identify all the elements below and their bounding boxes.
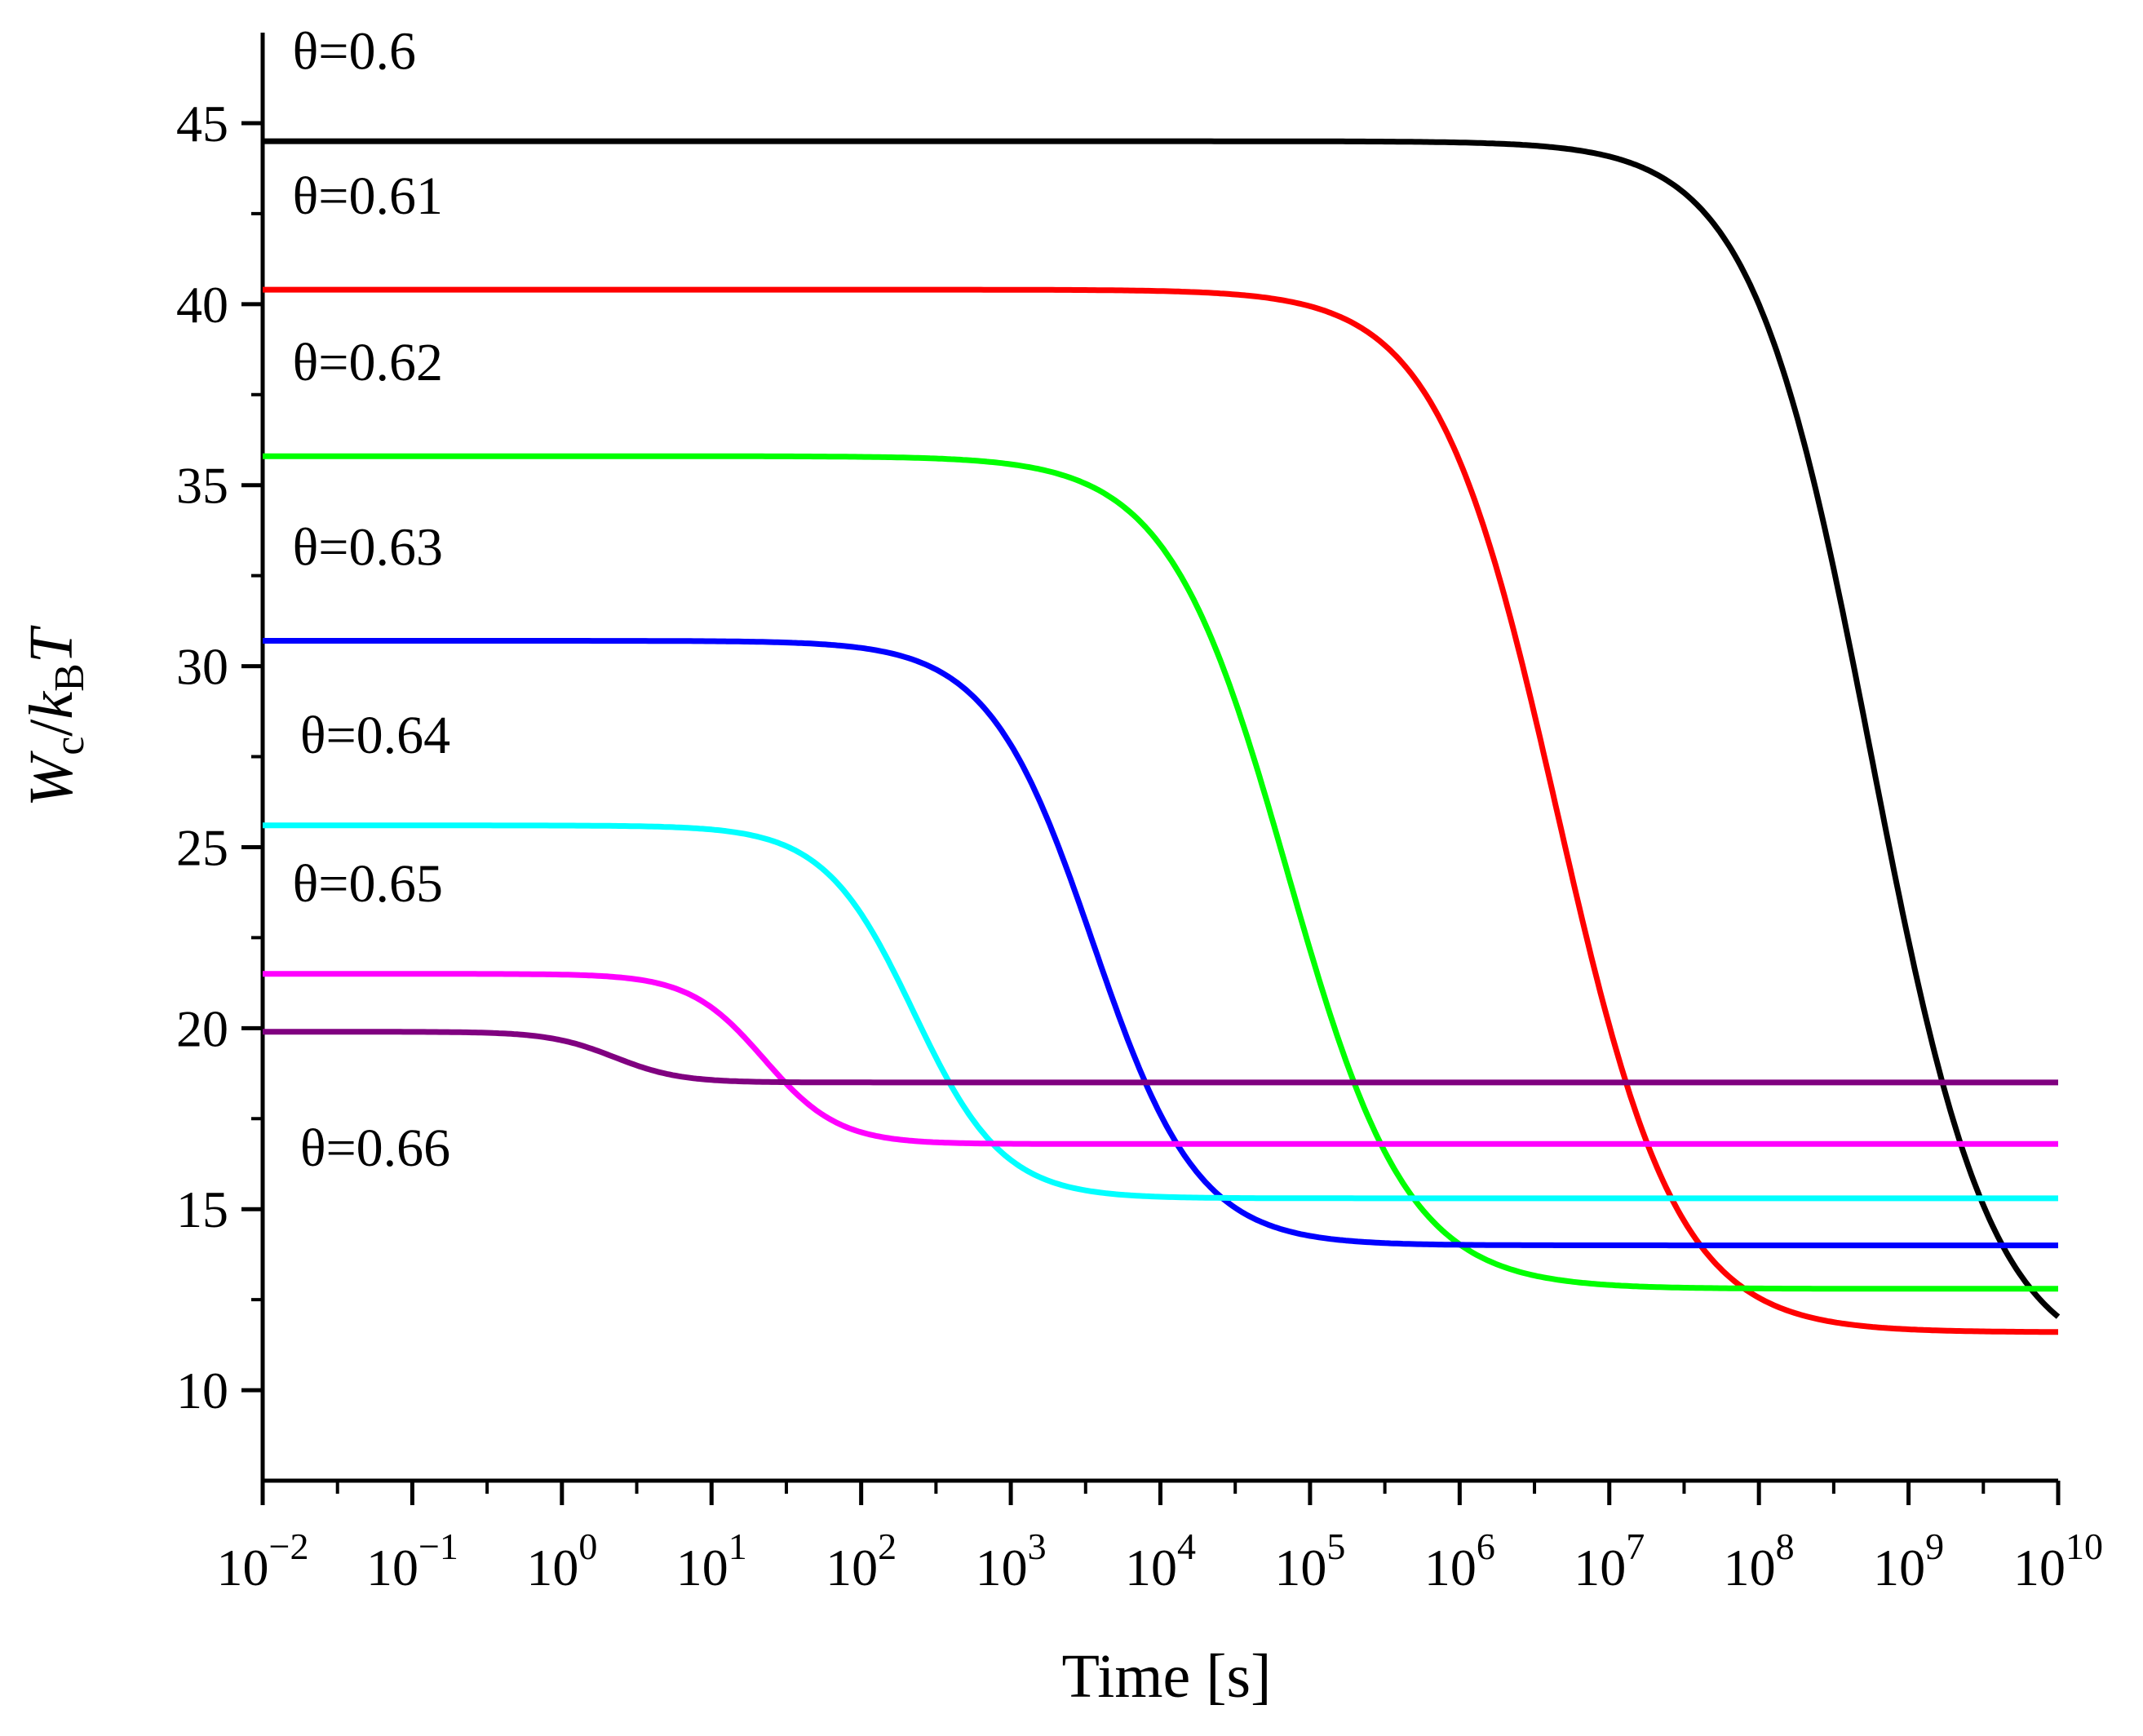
y-axis-title-w: W: [17, 750, 86, 807]
x-axis-title: Time [s]: [1062, 1642, 1272, 1711]
x-tick-exp: 6: [1477, 1526, 1495, 1567]
y-tick-label: 40: [176, 276, 228, 334]
x-tick-label: 100: [526, 1526, 597, 1596]
y-tick-label: 30: [176, 638, 228, 696]
y-axis-title-t: T: [17, 625, 86, 663]
y-tick-label: 25: [176, 818, 228, 876]
x-tick-label: 101: [676, 1526, 747, 1596]
y-tick-label: 35: [176, 457, 228, 515]
x-tick-label: 1010: [2013, 1526, 2103, 1596]
x-tick-base: 10: [1125, 1539, 1177, 1596]
series-layer: [263, 138, 2061, 1335]
x-tick-exp: −2: [269, 1526, 309, 1567]
series-line: [263, 638, 2058, 1249]
x-tick-exp: −1: [418, 1526, 458, 1567]
x-tick-base: 10: [526, 1539, 578, 1596]
series-line: [263, 453, 2058, 1292]
y-axis-title: Wc/kBT: [17, 625, 93, 807]
x-tick-base: 10: [1873, 1539, 1925, 1596]
x-tick-label: 104: [1125, 1526, 1196, 1596]
x-tick-label: 108: [1724, 1526, 1795, 1596]
series-line: [263, 971, 2058, 1147]
x-tick-base: 10: [366, 1539, 418, 1596]
x-tick-base: 10: [2013, 1539, 2066, 1596]
x-tick-exp: 4: [1177, 1526, 1196, 1567]
x-tick-exp: 8: [1776, 1526, 1795, 1567]
series-label: θ=0.66: [300, 1118, 450, 1178]
x-tick-label: 106: [1424, 1526, 1495, 1596]
x-tick-exp: 10: [2066, 1526, 2103, 1567]
x-tick-label: 105: [1274, 1526, 1345, 1596]
series-label: θ=0.65: [293, 854, 443, 914]
series-line: [263, 138, 2061, 1319]
y-axis-title-k-sub: B: [46, 663, 93, 692]
x-tick-exp: 5: [1326, 1526, 1345, 1567]
label-layer: θ=0.6 θ=0.61 θ=0.62 θ=0.63 θ=0.64 θ=0.65 θ=0.6…: [293, 21, 451, 1178]
x-tick-base: 10: [676, 1539, 728, 1596]
x-tick-exp: 7: [1626, 1526, 1645, 1567]
x-tick-label: 102: [826, 1526, 897, 1596]
y-axis-title-k: k: [17, 691, 86, 720]
y-tick-label: 10: [176, 1362, 228, 1419]
x-tick-base: 10: [976, 1539, 1028, 1596]
x-tick-base: 10: [1724, 1539, 1776, 1596]
x-tick-base: 10: [826, 1539, 878, 1596]
svg-text:Wc/kBT: Wc/kBT: [17, 625, 93, 807]
series-line: [263, 286, 2058, 1335]
series-line: [263, 822, 2058, 1202]
x-tick-exp: 0: [578, 1526, 597, 1567]
x-tick-label: 107: [1574, 1526, 1645, 1596]
series-label: θ=0.62: [293, 333, 443, 392]
x-tick-label: 10−2: [217, 1526, 309, 1596]
y-tick-label: 20: [176, 999, 228, 1057]
x-tick-base: 10: [1574, 1539, 1626, 1596]
y-tick-label: 15: [176, 1180, 228, 1238]
x-tick-exp: 2: [878, 1526, 897, 1567]
x-tick-exp: 3: [1028, 1526, 1047, 1567]
series-label: θ=0.64: [300, 706, 450, 765]
x-tick-exp: 1: [728, 1526, 747, 1567]
x-tick-base: 10: [1424, 1539, 1477, 1596]
series-label: θ=0.63: [293, 517, 443, 577]
x-tick-label: 10−1: [366, 1526, 458, 1596]
series-label: θ=0.6: [293, 21, 416, 81]
x-tick-base: 10: [217, 1539, 269, 1596]
series-label: θ=0.61: [293, 166, 443, 226]
y-axis-title-w-sub: c: [46, 737, 93, 755]
y-axis-title-sep: /: [17, 719, 86, 737]
y-tick-label: 45: [176, 95, 228, 153]
x-tick-label: 109: [1873, 1526, 1944, 1596]
x-tick-base: 10: [1274, 1539, 1326, 1596]
x-tick-label: 103: [976, 1526, 1047, 1596]
x-tick-exp: 9: [1925, 1526, 1944, 1567]
series-line: [263, 1029, 2058, 1086]
